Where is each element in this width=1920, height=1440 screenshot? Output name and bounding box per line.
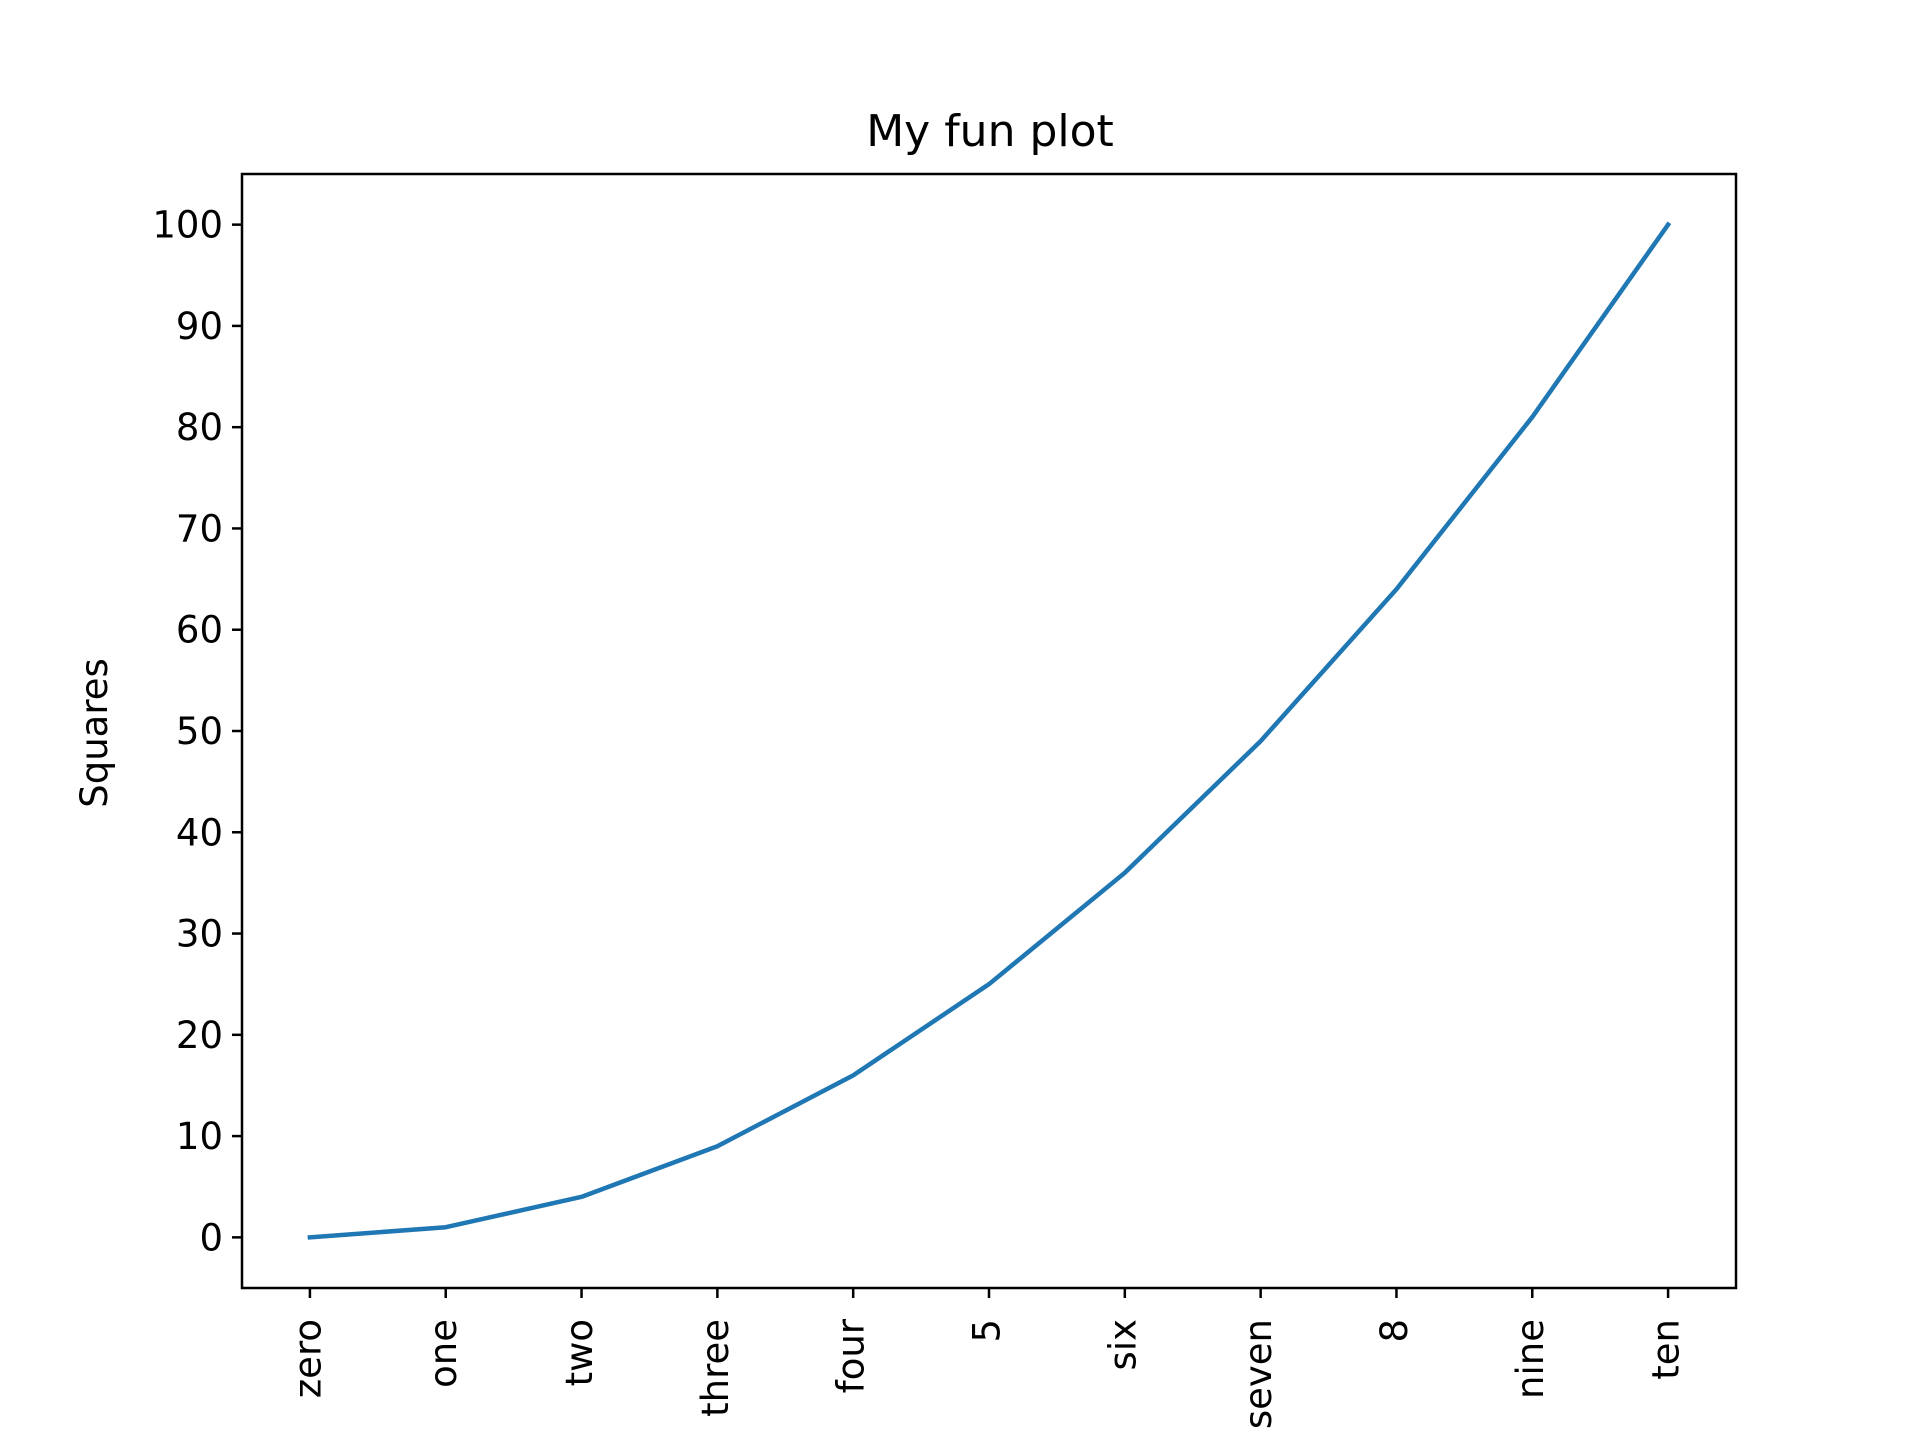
x-axis-ticks: zero one two three four 5 six seven 8 nine ten [286,1288,1688,1429]
x-tick-label: ten [1645,1319,1688,1380]
series-line [307,221,1672,1240]
y-tick-label: 20 [176,1014,223,1057]
x-tick-label: one [422,1319,465,1388]
x-tick-label: zero [286,1319,329,1398]
y-tick-label: 40 [176,811,223,854]
y-tick-label: 100 [152,204,223,247]
x-tick-label: nine [1509,1319,1552,1399]
y-tick-label: 10 [176,1115,223,1158]
y-tick-label: 70 [176,507,223,550]
y-tick-label: 0 [199,1216,223,1259]
y-tick-label: 80 [176,406,223,449]
x-tick-label: seven [1237,1319,1280,1429]
y-tick-label: 60 [176,609,223,652]
series-layer [307,221,1672,1240]
chart-title: My fun plot [866,106,1114,157]
y-axis-label: Squares [73,658,116,808]
x-tick-label: two [558,1319,601,1386]
y-tick-label: 90 [176,305,223,348]
x-tick-label: four [830,1318,873,1393]
y-axis-ticks: 0 10 20 30 40 50 60 70 80 90 100 [152,204,242,1259]
x-tick-label: 8 [1373,1319,1416,1343]
plot-frame [240,172,1738,1290]
x-tick-label: six [1101,1319,1144,1370]
y-tick-label: 30 [176,913,223,956]
y-tick-label: 50 [176,710,223,753]
x-tick-label: 5 [966,1319,1009,1343]
x-tick-label: three [694,1319,737,1417]
